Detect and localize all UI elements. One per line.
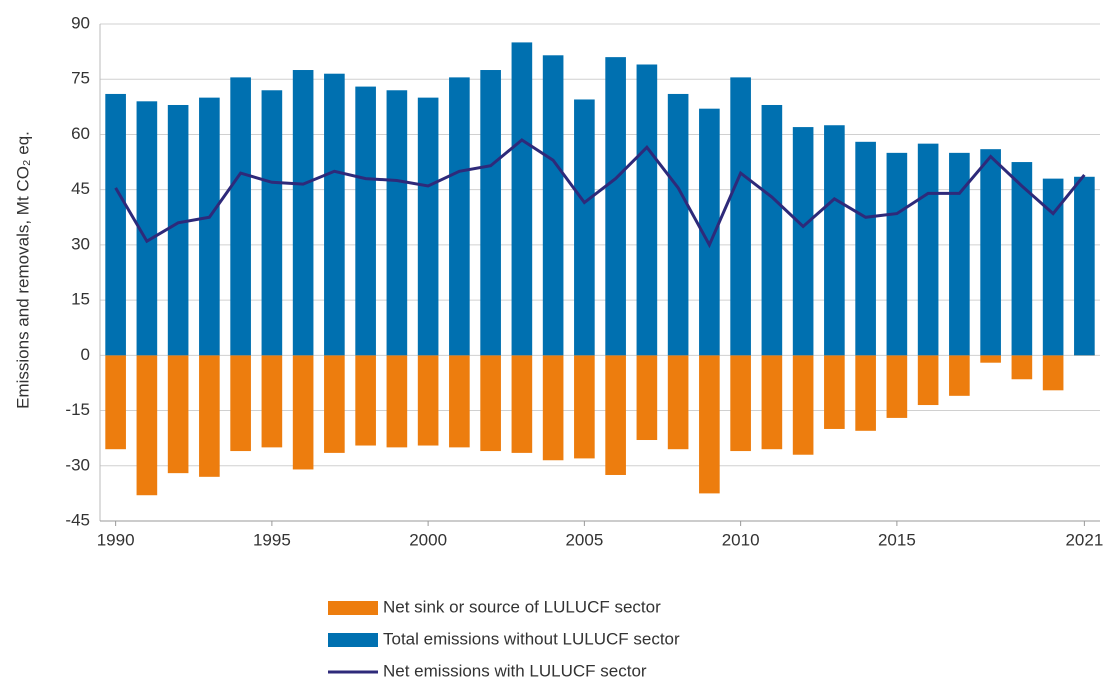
bar xyxy=(542,55,564,356)
bar xyxy=(667,355,689,450)
bar xyxy=(292,70,314,356)
bar xyxy=(355,355,376,446)
bar xyxy=(1011,355,1033,380)
legend-label: Total emissions without LULUCF sector xyxy=(383,629,680,648)
bar xyxy=(824,125,845,356)
x-tick-label: 2000 xyxy=(409,530,447,549)
bar xyxy=(730,355,751,452)
bar xyxy=(636,355,658,441)
bar xyxy=(792,127,814,356)
bar xyxy=(1074,176,1095,356)
x-tick-label: 1995 xyxy=(253,530,291,549)
bar xyxy=(199,97,220,356)
bar xyxy=(917,143,939,356)
x-tick-label: 1990 xyxy=(97,530,135,549)
bar xyxy=(949,355,970,396)
x-tick-label: 2010 xyxy=(722,530,760,549)
bar xyxy=(761,104,783,356)
bar xyxy=(824,355,845,429)
bar xyxy=(511,42,533,356)
y-tick-label: -30 xyxy=(65,455,90,474)
bar xyxy=(417,355,439,446)
x-tick-label: 2021 xyxy=(1065,530,1103,549)
bar xyxy=(480,70,501,356)
bar xyxy=(574,355,595,459)
y-tick-label: -45 xyxy=(65,510,90,529)
bar xyxy=(230,355,251,452)
line xyxy=(114,138,1086,249)
bar xyxy=(917,355,939,406)
legend-label: Net sink or source of LULUCF sector xyxy=(383,597,661,616)
bar xyxy=(136,355,158,496)
y-tick-label: 90 xyxy=(71,13,90,32)
bar xyxy=(699,108,720,356)
bar xyxy=(105,355,126,450)
bar xyxy=(449,355,470,448)
bar xyxy=(167,104,189,356)
bar xyxy=(386,90,408,356)
bar xyxy=(261,355,283,448)
bar xyxy=(355,86,376,356)
y-tick-label: 60 xyxy=(71,124,90,143)
bar xyxy=(949,152,970,356)
bar xyxy=(199,355,220,477)
bar xyxy=(1042,178,1064,356)
bar xyxy=(792,355,814,455)
bar xyxy=(980,149,1001,356)
bar xyxy=(699,355,720,494)
y-tick-label: 45 xyxy=(71,179,90,198)
bar xyxy=(230,77,251,356)
bar xyxy=(855,141,876,356)
bar xyxy=(105,93,126,356)
bar xyxy=(574,99,595,356)
bar xyxy=(636,64,658,356)
y-tick-label: 15 xyxy=(71,290,90,309)
x-tick-label: 2005 xyxy=(565,530,603,549)
y-tick-label: 30 xyxy=(71,234,90,253)
bar xyxy=(605,57,626,356)
bar xyxy=(542,355,564,461)
bar xyxy=(605,355,626,475)
y-tick-label: -15 xyxy=(65,400,90,419)
bar xyxy=(1042,355,1064,391)
bar xyxy=(449,77,470,356)
legend-label: Net emissions with LULUCF sector xyxy=(383,661,647,680)
bar xyxy=(511,355,533,453)
y-tick-label: 75 xyxy=(71,69,90,88)
bar xyxy=(855,355,876,431)
bar xyxy=(324,73,345,356)
bar xyxy=(292,355,314,470)
bar xyxy=(667,93,689,356)
bar xyxy=(167,355,189,474)
bar xyxy=(886,355,908,418)
bar xyxy=(886,152,908,356)
x-tick-label: 2015 xyxy=(878,530,916,549)
y-axis-label: Emissions and removals, Mt CO₂ eq. xyxy=(13,131,32,409)
bar xyxy=(730,77,751,356)
y-tick-label: 0 xyxy=(81,345,90,364)
bar xyxy=(480,355,501,452)
legend-swatch xyxy=(328,633,378,647)
bar xyxy=(324,355,345,453)
bar xyxy=(136,101,158,356)
bar xyxy=(261,90,283,356)
bar xyxy=(386,355,408,448)
bar xyxy=(1011,162,1033,356)
legend-swatch xyxy=(328,601,378,615)
bar xyxy=(761,355,783,450)
bar xyxy=(417,97,439,356)
bar xyxy=(980,355,1001,363)
